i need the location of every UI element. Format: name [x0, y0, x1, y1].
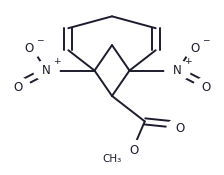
Text: +: + [54, 57, 61, 66]
Text: O: O [24, 42, 34, 55]
Text: O: O [201, 81, 211, 94]
Circle shape [16, 39, 42, 58]
Text: N: N [173, 64, 182, 77]
Text: O: O [190, 42, 200, 55]
Circle shape [167, 118, 192, 138]
Text: CH₃: CH₃ [102, 154, 122, 164]
Circle shape [5, 78, 31, 97]
Text: +: + [185, 57, 192, 66]
Circle shape [182, 39, 208, 58]
Circle shape [193, 78, 219, 97]
Text: O: O [129, 144, 138, 157]
Text: O: O [175, 122, 184, 135]
Circle shape [99, 149, 125, 169]
Text: −: − [202, 35, 209, 44]
Circle shape [34, 61, 59, 80]
Text: O: O [13, 81, 23, 94]
Circle shape [121, 140, 146, 160]
Text: N: N [42, 64, 51, 77]
Circle shape [165, 61, 190, 80]
Text: −: − [36, 35, 43, 44]
